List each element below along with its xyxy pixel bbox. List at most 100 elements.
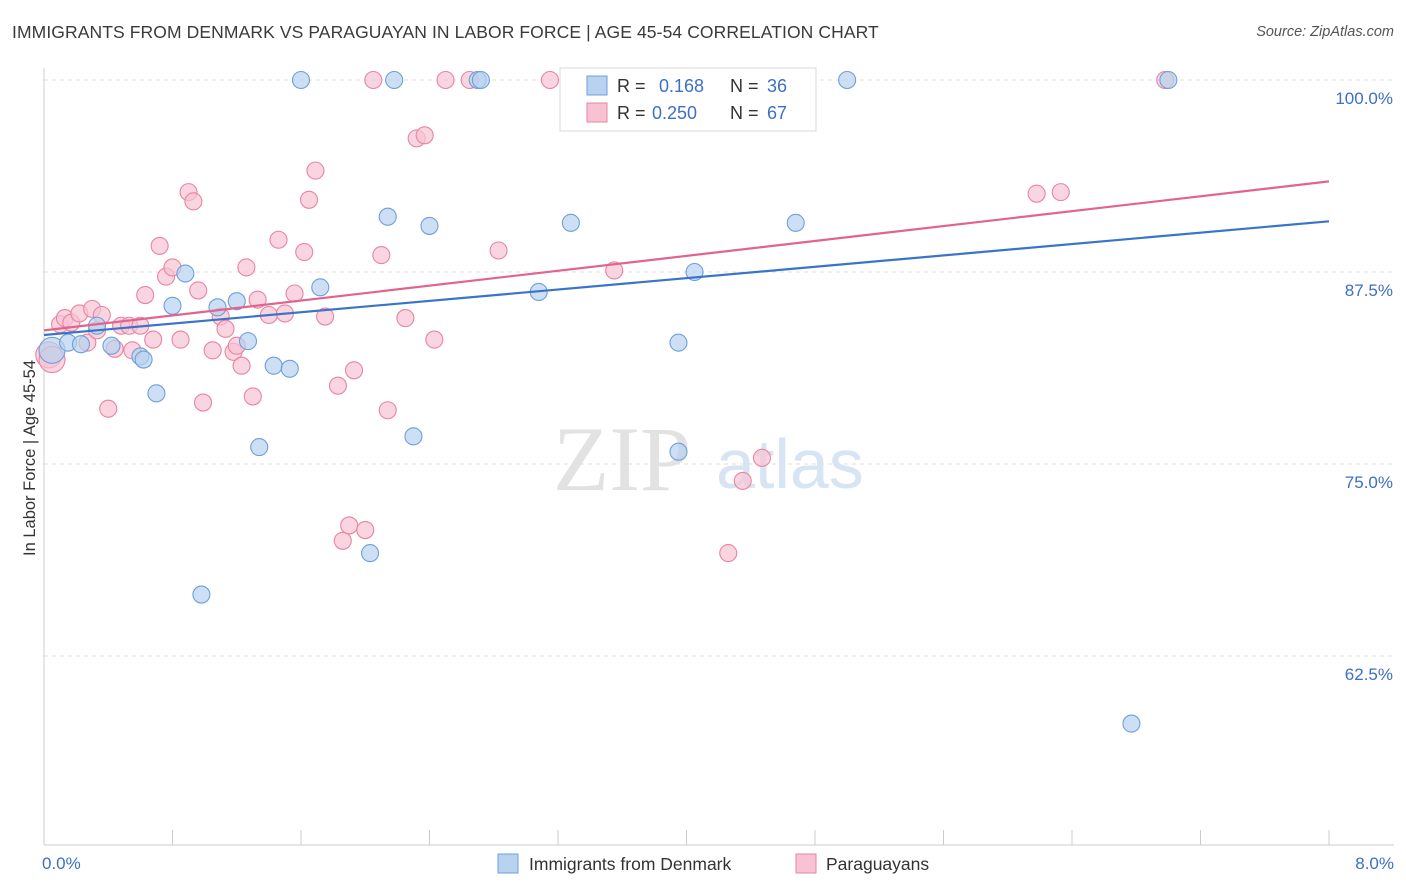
point-paraguayan-58	[540, 70, 560, 90]
trend-layer	[43, 180, 1330, 337]
point-paraguayan-45	[340, 516, 359, 535]
series-immigrants-from-denmark	[38, 70, 1178, 733]
legend-swatch-blue	[497, 853, 519, 874]
point-paraguayan-16	[136, 285, 155, 305]
trend-line-denmark	[43, 220, 1330, 337]
point-paraguayan-63	[733, 471, 752, 490]
point-paraguayan-40	[299, 190, 319, 209]
point-denmark-17	[291, 70, 311, 90]
legend-label-paraguayans: Paraguayans	[826, 854, 929, 874]
point-denmark-14	[250, 438, 269, 457]
point-paraguayan-24	[189, 281, 208, 300]
point-paraguayan-64	[752, 448, 772, 467]
point-denmark-23	[420, 216, 439, 235]
point-paraguayan-25	[193, 393, 213, 412]
point-denmark-25	[471, 70, 490, 90]
point-paraguayan-23	[184, 192, 203, 211]
point-denmark-2	[71, 335, 90, 354]
legend-swatch-pink	[795, 853, 817, 874]
point-paraguayan-42	[316, 307, 335, 326]
point-denmark-32	[786, 213, 805, 232]
watermark-zip: ZIP	[553, 408, 691, 510]
point-paraguayan-55	[436, 70, 455, 90]
point-paraguayan-44	[333, 531, 352, 550]
point-paraguayan-21	[171, 330, 190, 349]
point-denmark-15	[264, 356, 283, 375]
point-paraguayan-65	[1027, 184, 1046, 203]
source-label: Source: ZipAtlas.com	[1256, 24, 1394, 40]
y-tick-label-62-5: 62.5%	[1345, 665, 1393, 684]
point-denmark-4	[102, 336, 121, 355]
stats-legend: R = 0.168 N = 36 R = 0.250 N = 67	[559, 67, 817, 132]
stats-n-label: N =	[730, 103, 759, 123]
point-paraguayan-43	[328, 376, 347, 395]
tick-labels: 100.0% 87.5% 75.0% 62.5% 0.0% 8.0%	[42, 89, 1394, 873]
point-denmark-29	[669, 442, 688, 461]
watermark-atlas: atlas	[716, 425, 864, 503]
point-denmark-22	[404, 427, 423, 446]
x-tick-label-0: 0.0%	[42, 854, 81, 873]
y-axis-title: In Labor Force | Age 45-54	[21, 360, 39, 556]
point-paraguayan-36	[269, 230, 288, 249]
point-denmark-27	[561, 213, 580, 232]
point-paraguayan-54	[425, 330, 444, 349]
point-denmark-16	[280, 359, 299, 378]
point-paraguayan-32	[237, 258, 256, 277]
point-paraguayan-50	[378, 401, 397, 420]
point-paraguayan-10	[99, 399, 118, 418]
point-paraguayan-41	[306, 161, 325, 180]
point-denmark-34	[1122, 714, 1141, 733]
point-paraguayan-46	[344, 361, 364, 380]
point-paraguayan-34	[248, 290, 267, 309]
point-paraguayan-39	[295, 242, 314, 262]
point-denmark-21	[385, 70, 404, 90]
y-tick-label-87-5: 87.5%	[1345, 281, 1393, 300]
stats-r-label: R =	[617, 103, 646, 123]
point-denmark-13	[238, 332, 258, 351]
point-paraguayan-33	[243, 387, 262, 406]
point-paraguayan-57	[489, 241, 508, 260]
series-legend: Immigrants from Denmark Paraguayans	[497, 853, 929, 874]
chart-title: IMMIGRANTS FROM DENMARK VS PARAGUAYAN IN…	[12, 22, 879, 42]
point-denmark-18	[311, 278, 330, 297]
point-denmark-12	[227, 292, 246, 311]
point-paraguayan-17	[144, 330, 163, 349]
axis-layer	[43, 68, 1394, 846]
y-tick-label-100: 100.0%	[1335, 89, 1393, 108]
stats-swatch-blue	[586, 75, 608, 96]
stats-n-value: 67	[767, 103, 787, 123]
stats-r-value: 0.250	[652, 103, 697, 123]
point-paraguayan-62	[719, 544, 738, 563]
stats-r-value: 0.168	[659, 76, 704, 96]
point-paraguayan-18	[150, 236, 169, 255]
point-denmark-35	[1159, 70, 1178, 90]
point-paraguayan-31	[232, 356, 251, 375]
point-denmark-6	[134, 350, 153, 369]
point-denmark-33	[838, 70, 857, 90]
stats-n-label: N =	[730, 76, 759, 96]
point-paraguayan-28	[216, 319, 235, 338]
point-paraguayan-26	[203, 341, 222, 360]
legend-label-denmark: Immigrants from Denmark	[529, 854, 732, 874]
stats-r-label: R =	[617, 76, 646, 96]
point-denmark-8	[163, 296, 182, 315]
point-denmark-30	[669, 333, 688, 352]
x-tick-label-8: 8.0%	[1355, 854, 1394, 873]
stats-swatch-pink	[586, 102, 608, 123]
point-denmark-20	[378, 207, 397, 226]
watermark: ZIP atlas	[553, 408, 864, 510]
point-paraguayan-47	[356, 520, 375, 540]
point-paraguayan-38	[285, 284, 304, 303]
point-paraguayan-66	[1051, 183, 1070, 202]
stats-n-value: 36	[767, 76, 787, 96]
point-paraguayan-48	[364, 70, 383, 90]
point-paraguayan-60	[605, 261, 624, 280]
point-denmark-7	[147, 384, 166, 403]
trend-line-paraguayans	[43, 180, 1330, 332]
point-denmark-19	[361, 544, 380, 563]
point-denmark-11	[208, 298, 227, 317]
point-paraguayan-51	[396, 309, 415, 328]
point-denmark-9	[176, 264, 195, 283]
y-tick-label-75: 75.0%	[1345, 473, 1393, 492]
